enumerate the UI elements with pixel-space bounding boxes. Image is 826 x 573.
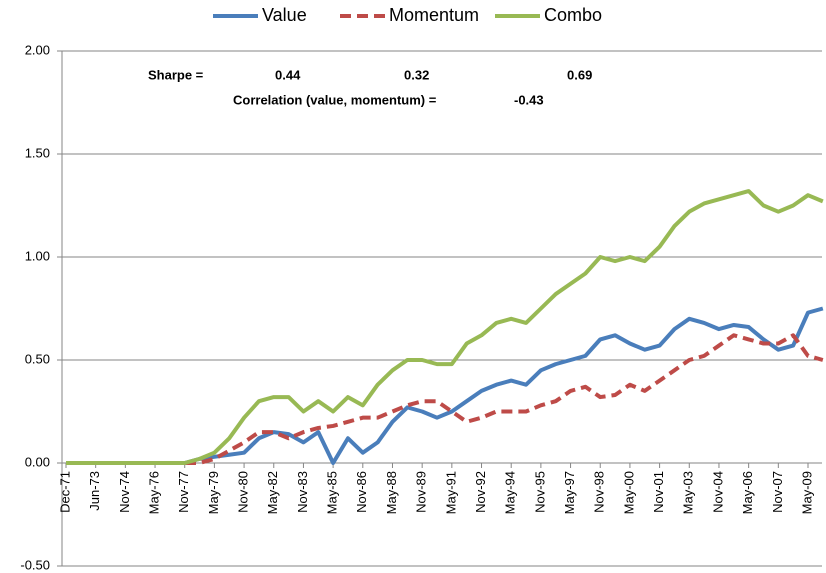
legend-text: Combo bbox=[544, 5, 602, 25]
x-tick-label: May-97 bbox=[562, 471, 577, 514]
x-tick-label: Dec-71 bbox=[57, 471, 72, 513]
y-tick-label: 0.00 bbox=[25, 454, 50, 469]
x-tick-label: Nov-83 bbox=[295, 471, 310, 513]
x-tick-label: May-00 bbox=[621, 471, 636, 514]
x-tick-label: May-09 bbox=[799, 471, 814, 514]
x-tick-label: May-03 bbox=[681, 471, 696, 514]
x-tick-label: May-82 bbox=[265, 471, 280, 514]
x-tick-label: Nov-98 bbox=[592, 471, 607, 513]
line-series bbox=[66, 306, 824, 465]
line-series bbox=[66, 333, 824, 465]
x-tick-label: Nov-92 bbox=[473, 471, 488, 513]
y-tick-label: -0.50 bbox=[20, 557, 50, 572]
x-tick-label: Nov-74 bbox=[117, 471, 132, 513]
x-tick-label: May-76 bbox=[146, 471, 161, 514]
y-tick-label: 0.50 bbox=[25, 351, 50, 366]
legend-text: Value bbox=[262, 5, 307, 25]
x-tick-label: Nov-89 bbox=[414, 471, 429, 513]
annotation: Correlation (value, momentum) = bbox=[233, 92, 437, 107]
x-tick-label: Nov-04 bbox=[710, 471, 725, 513]
x-tick-label: May-94 bbox=[503, 471, 518, 514]
x-tick-label: May-79 bbox=[206, 471, 221, 514]
line-series bbox=[66, 189, 824, 465]
x-tick-label: May-06 bbox=[740, 471, 755, 514]
annotation: 0.69 bbox=[567, 67, 592, 82]
annotation: 0.44 bbox=[275, 67, 301, 82]
x-tick-label: May-91 bbox=[443, 471, 458, 514]
annotation: -0.43 bbox=[514, 92, 544, 107]
x-tick-label: Nov-95 bbox=[532, 471, 547, 513]
y-tick-label: 1.50 bbox=[25, 145, 50, 160]
annotation: Sharpe = bbox=[148, 67, 204, 82]
x-tick-label: Nov-01 bbox=[651, 471, 666, 513]
annotation: 0.32 bbox=[404, 67, 429, 82]
x-tick-label: May-85 bbox=[325, 471, 340, 514]
y-tick-label: 1.00 bbox=[25, 248, 50, 263]
x-tick-label: May-88 bbox=[384, 471, 399, 514]
legend-text: Momentum bbox=[389, 5, 479, 25]
y-tick-label: 2.00 bbox=[25, 42, 50, 57]
x-tick-label: Nov-80 bbox=[236, 471, 251, 513]
x-tick-label: Nov-77 bbox=[176, 471, 191, 513]
x-tick-label: Jun-73 bbox=[87, 471, 102, 511]
x-tick-label: Nov-86 bbox=[354, 471, 369, 513]
x-tick-label: Nov-07 bbox=[770, 471, 785, 513]
